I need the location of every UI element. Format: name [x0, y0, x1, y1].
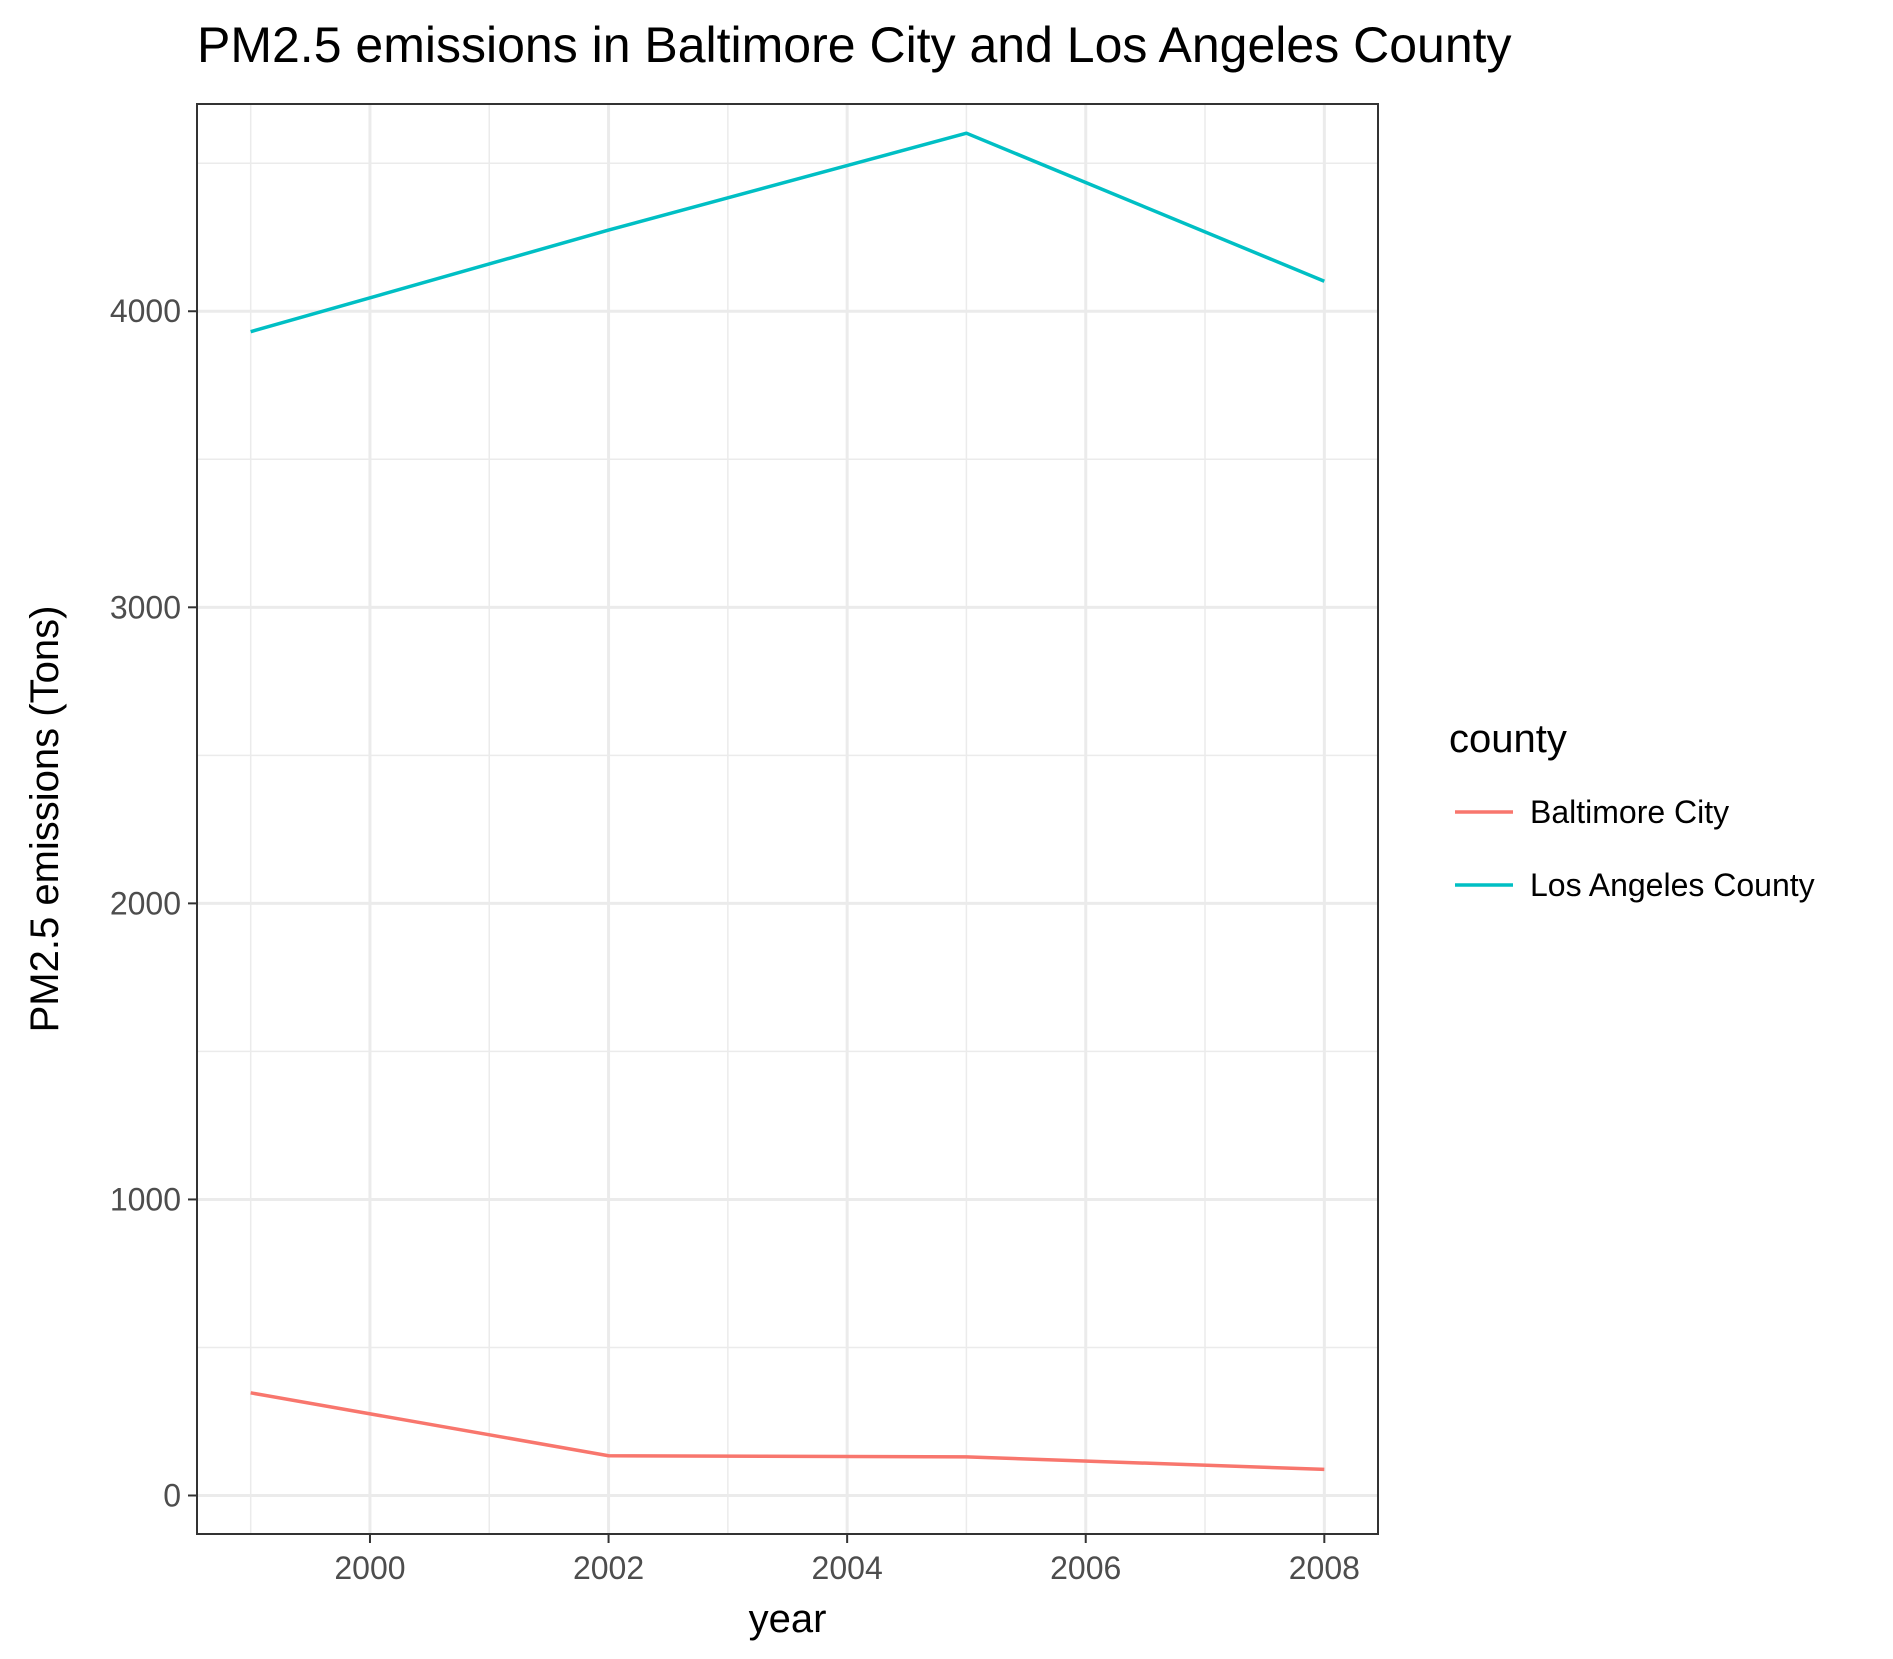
series-lines	[250, 131, 1325, 1472]
legend-items: Baltimore City Los Angeles County	[1455, 794, 1815, 903]
legend: county Baltimore City Los Angeles County	[1449, 717, 1815, 903]
legend-title: county	[1449, 717, 1567, 761]
series-line-baltimore-city	[250, 1391, 1325, 1472]
x-axis: 2000 2002 2004 2006 2008	[334, 1534, 1360, 1586]
y-tick-label: 2000	[110, 885, 181, 921]
minor-gridlines	[197, 104, 1378, 1534]
legend-label: Los Angeles County	[1530, 867, 1815, 903]
legend-item: Los Angeles County	[1455, 867, 1815, 903]
legend-item: Baltimore City	[1455, 794, 1729, 830]
major-gridlines	[197, 104, 1378, 1534]
plot-panel	[196, 103, 1379, 1535]
chart-title: PM2.5 emissions in Baltimore City and Lo…	[197, 17, 1512, 73]
y-tick-label: 4000	[110, 293, 181, 329]
x-tick-label: 2002	[573, 1550, 644, 1586]
series-line-los-angeles-county	[250, 131, 1325, 334]
y-tick-label: 0	[163, 1478, 181, 1514]
panel-border	[196, 103, 1379, 1535]
x-tick-label: 2000	[334, 1550, 405, 1586]
y-tick-label: 3000	[110, 589, 181, 625]
x-tick-label: 2004	[812, 1550, 883, 1586]
x-axis-title: year	[749, 1597, 827, 1641]
legend-label: Baltimore City	[1530, 794, 1729, 830]
y-tick-label: 1000	[110, 1181, 181, 1217]
x-tick-label: 2006	[1050, 1550, 1121, 1586]
y-axis-title: PM2.5 emissions (Tons)	[23, 606, 67, 1033]
y-axis: 0 1000 2000 3000 4000	[110, 293, 197, 1514]
x-tick-label: 2008	[1289, 1550, 1360, 1586]
